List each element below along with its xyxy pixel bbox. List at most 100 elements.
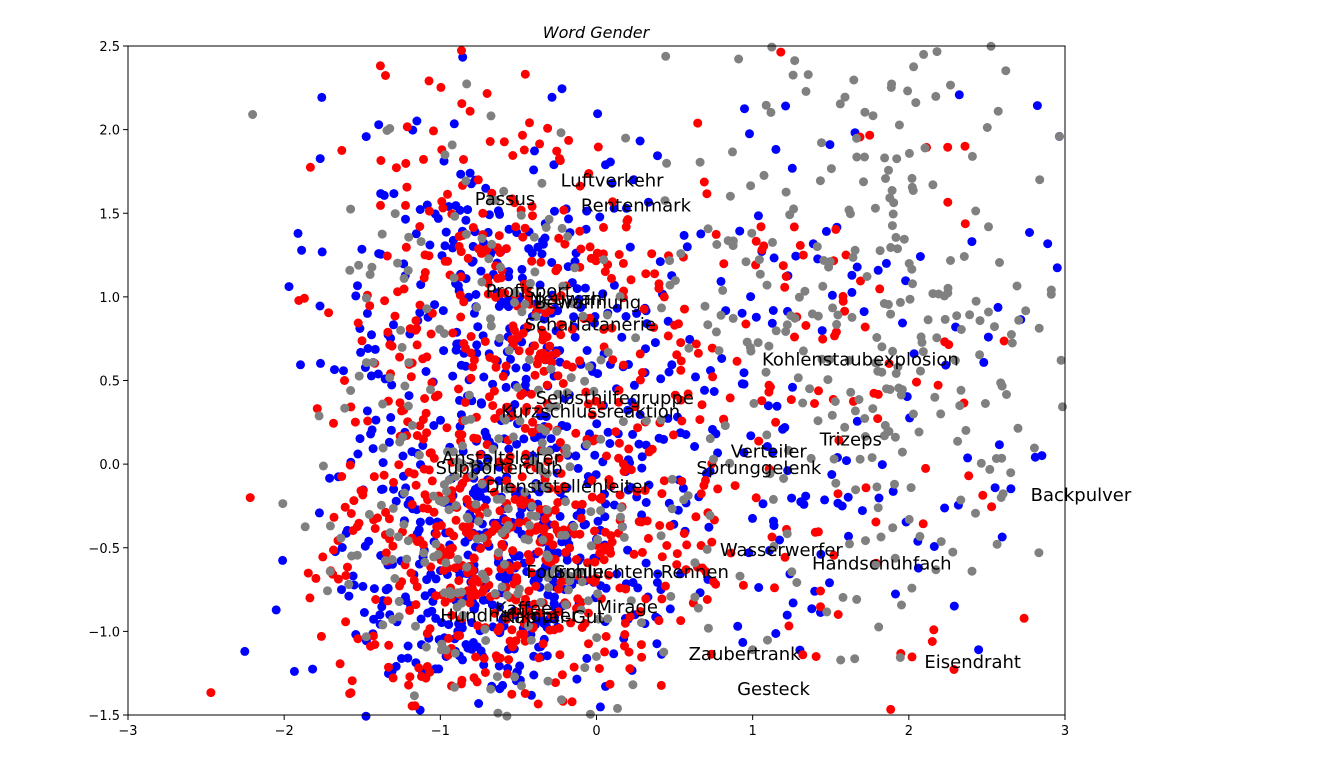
data-point — [329, 545, 338, 555]
data-point — [749, 398, 759, 408]
data-point — [542, 651, 552, 661]
data-point — [615, 292, 625, 301]
data-point — [377, 229, 387, 239]
data-point — [542, 469, 552, 479]
data-point — [1030, 452, 1040, 462]
data-point — [596, 434, 606, 444]
data-point — [448, 447, 458, 457]
data-point — [608, 355, 618, 365]
data-point — [872, 333, 882, 342]
data-point — [818, 334, 828, 344]
data-point — [393, 258, 403, 268]
data-point — [901, 276, 911, 286]
data-point — [593, 109, 603, 119]
y-tick-label: 2.5 — [99, 40, 120, 55]
data-point — [748, 645, 758, 655]
data-point — [539, 366, 549, 376]
annotation-label: Verteiler — [731, 441, 808, 462]
data-point — [551, 678, 560, 688]
data-point — [526, 389, 536, 399]
data-point — [411, 600, 421, 610]
data-point — [653, 151, 662, 161]
data-point — [725, 191, 735, 201]
data-point — [460, 416, 470, 425]
data-point — [518, 328, 528, 338]
data-point — [769, 516, 778, 526]
data-point — [457, 459, 467, 469]
data-point — [950, 356, 960, 365]
data-point — [449, 119, 459, 129]
data-point — [1058, 402, 1067, 412]
data-point — [850, 654, 860, 664]
data-point — [1054, 131, 1064, 141]
data-point — [370, 344, 380, 354]
data-point — [329, 418, 338, 428]
x-tick-label: −1 — [431, 724, 450, 739]
data-point — [415, 535, 425, 545]
data-point — [681, 565, 691, 575]
data-point — [575, 181, 585, 191]
data-point — [495, 333, 505, 343]
data-point — [422, 304, 432, 314]
data-point — [709, 454, 718, 464]
annotation-label: Kaffee — [495, 599, 552, 620]
data-point — [852, 262, 862, 272]
data-point — [620, 618, 630, 628]
data-point — [713, 484, 723, 494]
data-point — [486, 321, 496, 331]
data-point — [607, 323, 617, 333]
data-point — [621, 222, 631, 232]
annotation-label: Trizeps — [819, 430, 882, 451]
data-point — [558, 281, 568, 291]
data-point — [583, 596, 593, 606]
data-point — [521, 362, 531, 372]
data-point — [907, 652, 917, 662]
data-point — [365, 270, 375, 279]
data-point — [318, 552, 328, 562]
data-point — [641, 558, 651, 568]
data-point — [740, 104, 749, 114]
data-point — [409, 691, 419, 701]
data-point — [499, 186, 509, 196]
data-point — [641, 594, 651, 604]
data-point — [877, 367, 887, 377]
data-point — [877, 460, 887, 470]
data-point — [390, 574, 400, 583]
data-point — [492, 672, 502, 682]
data-point — [369, 472, 379, 482]
data-point — [909, 349, 919, 359]
data-point — [468, 471, 478, 481]
data-point — [402, 554, 412, 564]
data-point — [855, 454, 865, 464]
data-point — [599, 222, 608, 232]
data-point — [560, 530, 570, 540]
data-point — [495, 602, 504, 612]
data-point — [525, 520, 535, 530]
data-point — [580, 663, 590, 673]
data-point — [545, 351, 555, 361]
data-point — [376, 500, 386, 510]
data-point — [502, 711, 512, 721]
data-point — [566, 373, 576, 383]
data-point — [641, 269, 651, 279]
data-point — [907, 173, 917, 183]
data-point — [562, 388, 572, 398]
data-point — [388, 673, 398, 683]
data-point — [464, 390, 474, 400]
data-point — [377, 602, 387, 612]
data-point — [885, 385, 895, 394]
data-point — [496, 273, 506, 283]
data-point — [556, 330, 566, 340]
data-point — [439, 565, 449, 575]
data-point — [450, 563, 460, 573]
data-point — [702, 189, 712, 199]
data-point — [445, 527, 454, 537]
data-point — [965, 310, 975, 320]
data-point — [456, 679, 466, 689]
data-point — [402, 122, 412, 132]
data-point — [357, 244, 367, 254]
data-point — [543, 123, 553, 133]
data-point — [348, 526, 358, 535]
data-point — [401, 596, 411, 606]
data-point — [555, 156, 565, 166]
